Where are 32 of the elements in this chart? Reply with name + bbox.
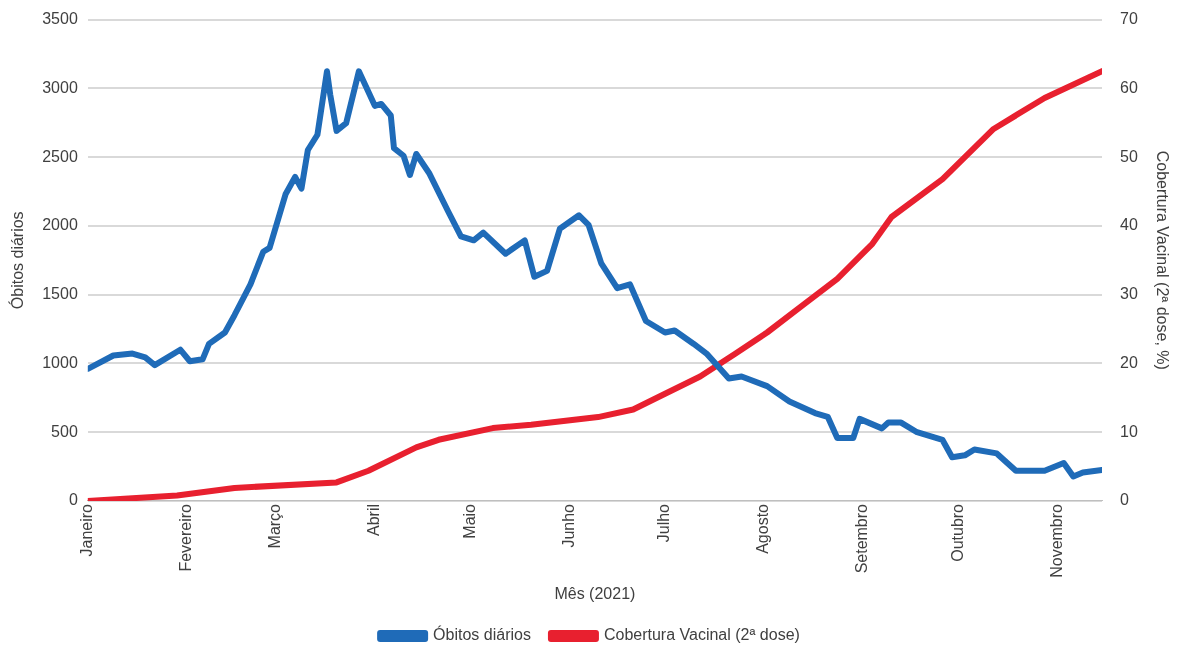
y2-tick-label: 0 — [1120, 491, 1129, 509]
x-tick-label: Abril — [365, 504, 383, 537]
y2-tick-label: 60 — [1120, 78, 1138, 96]
y2-tick-label: 50 — [1120, 147, 1138, 165]
x-axis-title: Mês (2021) — [554, 584, 636, 602]
x-tick-label: Fevereiro — [177, 503, 195, 572]
x-tick-label: Novembro — [1047, 503, 1065, 578]
y-tick-label: 0 — [68, 491, 78, 509]
y-tick-label: 2500 — [42, 147, 78, 165]
y-tick-label: 1000 — [42, 353, 78, 371]
y-tick-label: 2000 — [42, 216, 78, 234]
x-tick-label: Setembro — [853, 503, 871, 574]
legend-label: Cobertura Vacinal (2ª dose) — [603, 626, 800, 644]
y2-tick-label: 30 — [1120, 285, 1138, 303]
x-tick-label: Outubro — [948, 503, 966, 562]
y2-axis-title: Cobertura Vacinal (2ª dose, %) — [1153, 150, 1171, 370]
y-axis-title: Óbitos diários — [8, 211, 27, 310]
y-tick-label: 1500 — [42, 285, 78, 303]
y-tick-label: 3000 — [42, 78, 78, 96]
y2-tick-label: 10 — [1120, 422, 1138, 440]
x-tick-label: Agosto — [754, 503, 772, 554]
legend-label: Óbitos diários — [433, 625, 531, 644]
x-tick-label: Janeiro — [78, 503, 96, 557]
y2-tick-label: 40 — [1120, 216, 1138, 234]
x-tick-label: Maio — [460, 503, 478, 539]
y2-tick-label: 20 — [1120, 353, 1138, 371]
y2-tick-label: 70 — [1120, 10, 1138, 28]
y-tick-label: 500 — [51, 422, 78, 440]
y-tick-label: 3500 — [42, 10, 78, 28]
x-tick-label: Junho — [559, 503, 577, 548]
x-tick-label: Março — [266, 503, 284, 549]
x-tick-label: Julho — [655, 503, 673, 543]
